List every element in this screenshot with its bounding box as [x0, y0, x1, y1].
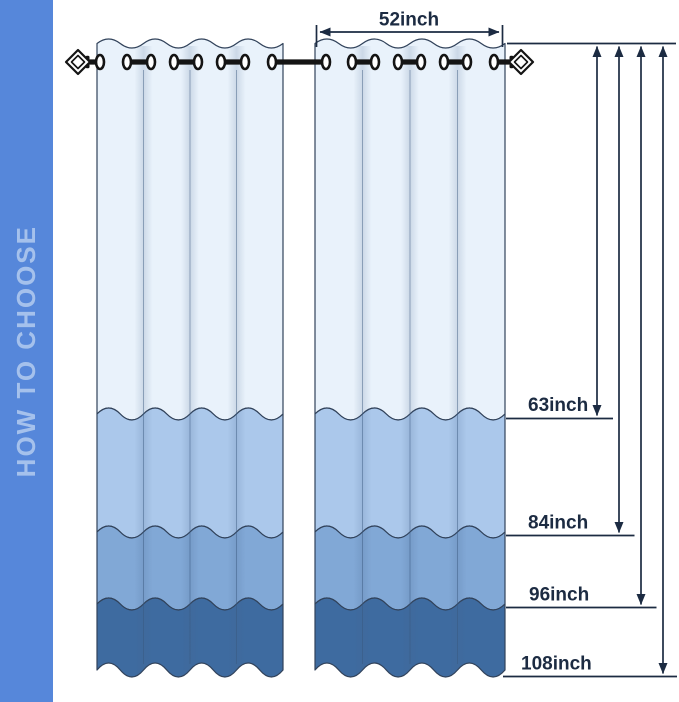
grommet-ring-icon [438, 53, 450, 71]
banner-label: HOW TO CHOOSE [11, 224, 41, 478]
grommet-ring-icon [415, 53, 427, 71]
rod-segment [272, 59, 327, 65]
grommet-ring-icon [121, 53, 133, 71]
rod-segment [352, 59, 375, 65]
curtain-fold-shade [448, 46, 467, 676]
curtain-panel-right [314, 38, 506, 678]
curtain-fold-shade [353, 46, 372, 676]
grommet-ring-icon [145, 53, 157, 71]
grommet-ring-icon [94, 53, 106, 71]
length-dimension-84: 84inch [506, 46, 635, 537]
grommet-ring-icon [392, 53, 404, 71]
length-label-84: 84inch [528, 513, 588, 534]
rod-segment [221, 59, 245, 65]
rod-segment [444, 59, 467, 65]
length-label-63: 63inch [528, 395, 588, 416]
grommet-ring-icon [168, 53, 180, 71]
curtain-fold-shade [227, 46, 246, 676]
rod-segment [398, 59, 421, 65]
curtain-fold-shade [181, 46, 199, 676]
grommet-ring-icon [215, 53, 227, 71]
length-label-108: 108inch [521, 654, 592, 675]
grommet-ring-icon [239, 53, 251, 71]
length-dimension-108: 108inch [503, 46, 677, 678]
curtain-panel-left [96, 38, 284, 678]
rod-segment [127, 59, 151, 65]
how-to-choose-banner: HOW TO CHOOSE [0, 0, 53, 702]
length-dimension-63: 63inch [506, 46, 613, 420]
finial-left-icon [64, 48, 92, 76]
grommet-ring-icon [192, 53, 204, 71]
length-label-96: 96inch [529, 585, 589, 606]
rod-segment [174, 59, 198, 65]
width-dimension [315, 25, 504, 47]
finial-right-icon [507, 48, 535, 76]
curtain-panels [96, 38, 506, 678]
width-label: 52inch [379, 10, 439, 31]
grommet-ring-icon [320, 53, 332, 71]
grommet-ring-icon [488, 53, 500, 71]
curtain-fold-shade [401, 46, 419, 676]
curtain-rod [88, 53, 511, 71]
grommet-ring-icon [266, 53, 278, 71]
grommet-ring-icon [369, 53, 381, 71]
grommet-ring-icon [346, 53, 358, 71]
length-dimension-96: 96inch [506, 46, 657, 609]
grommet-ring-icon [461, 53, 473, 71]
curtain-fold-shade [134, 46, 153, 676]
